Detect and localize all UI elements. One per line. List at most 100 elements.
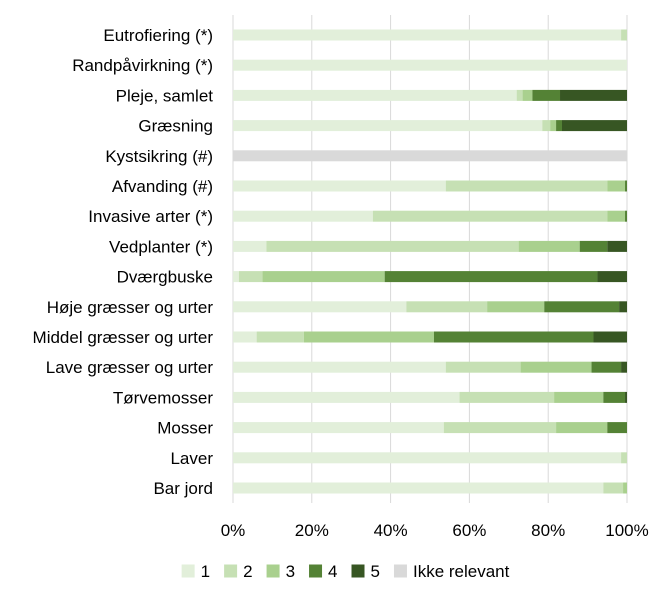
bar-segment [560,89,627,101]
bar-segment [522,89,533,101]
bar-segment [303,331,434,343]
bar-segment [621,29,627,41]
bar-segment [233,180,446,192]
category-label: Middel græsser og urter [33,328,214,347]
bar-segment [591,361,622,373]
bar-segment [550,120,557,132]
bar-segment [459,391,555,403]
bar-segment [625,180,627,192]
x-tick-label: 80% [531,521,565,540]
category-label: Afvanding (#) [112,177,213,196]
bar-segment [621,361,627,373]
bar-segment [556,120,562,132]
bar-segment [607,422,627,434]
category-labels: Eutrofiering (*) Randpåvirkning (*) Pleje,… [33,26,214,498]
bar-segment [233,59,627,71]
bar-segment [233,482,604,494]
bar-segment [233,422,444,434]
bar-segment [621,452,627,464]
bar-segment [607,180,626,192]
bar-segment [256,331,304,343]
bar-segment [597,271,627,283]
bar-segment [233,150,627,162]
bar-segment [516,89,523,101]
x-tick-label: 0% [221,521,246,540]
legend-label: 5 [371,562,380,581]
category-label: Vedplanter (*) [109,237,213,256]
legend-swatch [351,564,365,578]
bar-segment [554,391,604,403]
bar-segment [233,391,460,403]
bar-segment [233,89,517,101]
category-label: Invasive arter (*) [88,207,213,226]
bar-segment [233,120,543,132]
x-tick-label: 60% [452,521,486,540]
bar-segment [556,422,608,434]
x-tick-label: 40% [374,521,408,540]
legend-swatch [309,564,323,578]
category-label: Bar jord [153,479,213,498]
bar-segment [518,240,580,252]
bar-segment [625,210,627,222]
bar-segment [445,180,608,192]
category-label: Høje græsser og urter [47,298,214,317]
legend-label: Ikke relevant [413,562,510,581]
category-label: Pleje, samlet [116,86,214,105]
bar-segment [487,301,545,313]
legend-label: 1 [201,562,210,581]
bar-segment [607,240,627,252]
bar-segment [372,210,608,222]
bar-segment [233,361,446,373]
bar-segment [623,482,627,494]
x-tick-label: 100% [605,521,648,540]
legend-swatch [266,564,280,578]
bar-segment [233,271,239,283]
bar-segment [603,482,624,494]
category-label: Græsning [138,117,213,136]
legend-swatch [393,564,407,578]
bar-segment [233,301,407,313]
bar-segment [445,361,521,373]
bar-segment [433,331,594,343]
category-label: Mosser [157,419,213,438]
bar-segment [625,391,627,403]
bar-segment [561,120,627,132]
bar-segment [406,301,488,313]
category-label: Lave græsser og urter [46,358,214,377]
legend-label: 2 [243,562,252,581]
bar-segment [542,120,551,132]
bar-segment [520,361,592,373]
x-axis-tick-labels: 0% 20% 40% 60% 80% 100% [221,521,649,540]
bar-segment [238,271,263,283]
bar-segment [233,210,373,222]
category-label: Laver [170,449,213,468]
legend-label: 3 [286,562,295,581]
bar-segment [593,331,627,343]
bar-segment [233,240,267,252]
bar-segment [603,391,626,403]
legend-swatch [224,564,238,578]
bar-segment [233,29,622,41]
bar-segment [384,271,598,283]
bar-segment [443,422,557,434]
bar-segment [544,301,620,313]
category-label: Eutrofiering (*) [103,26,213,45]
category-label: Randpåvirkning (*) [72,56,213,75]
bar-segment [266,240,519,252]
bar-segment [532,89,561,101]
legend-label: 4 [328,562,337,581]
bar-segment [233,452,622,464]
bar-segment [619,301,627,313]
bars [233,29,627,494]
x-tick-label: 20% [295,521,329,540]
category-label: Tørvemosser [113,388,213,407]
legend-swatch [181,564,195,578]
category-label: Kystsikring (#) [105,147,213,166]
bar-segment [607,210,626,222]
legend: 1 2 3 4 5 Ikke relevant [181,562,510,581]
bar-segment [579,240,608,252]
category-label: Dværgbuske [117,268,213,287]
bar-segment [262,271,385,283]
bar-segment [233,331,257,343]
